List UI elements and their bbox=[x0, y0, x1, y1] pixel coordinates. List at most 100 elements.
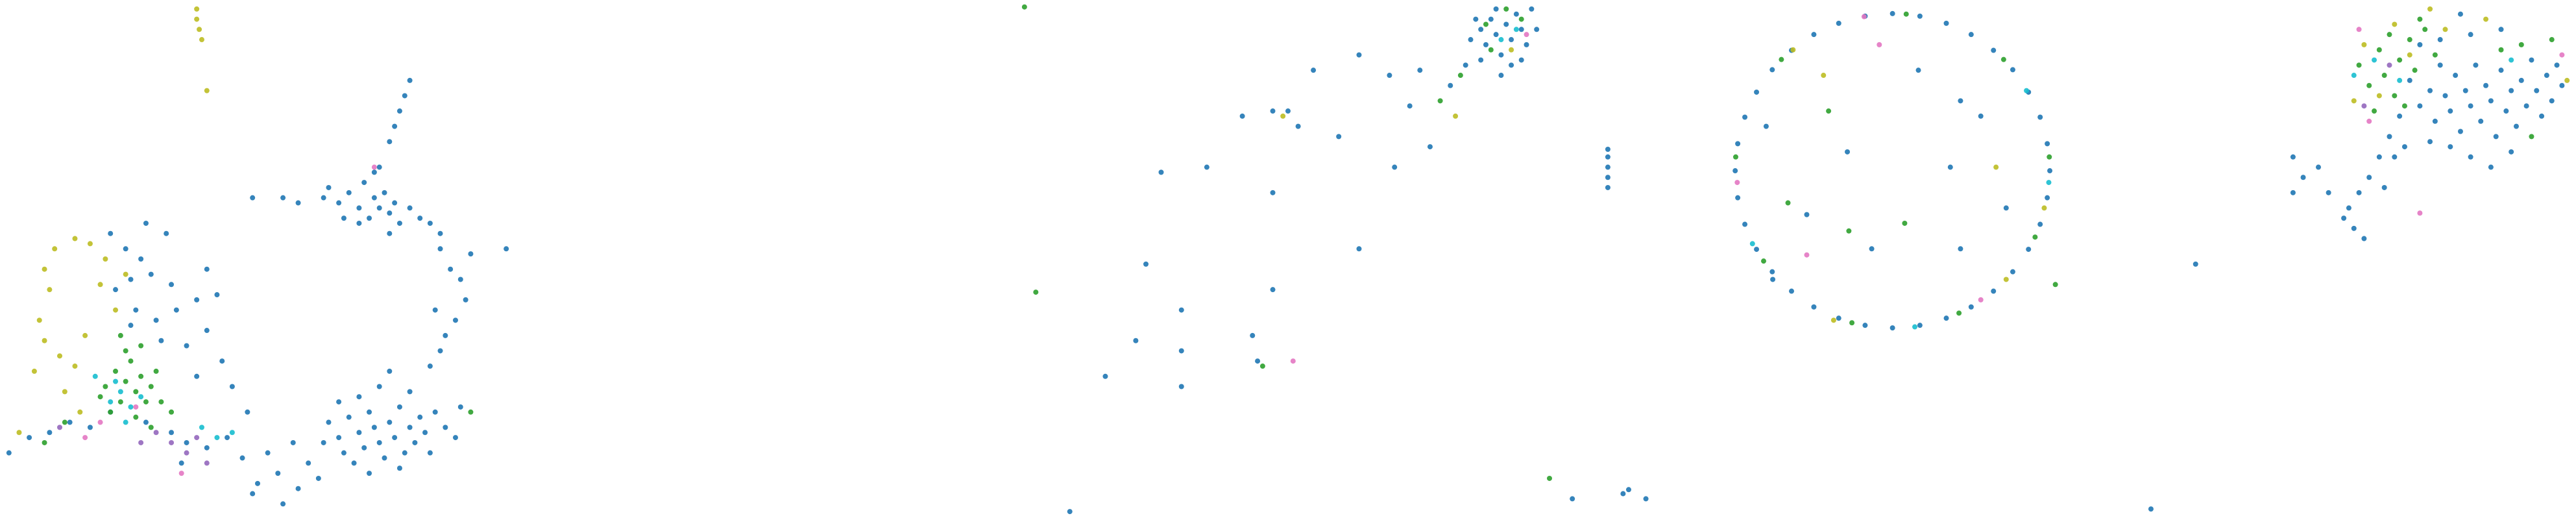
scatter-point bbox=[1732, 168, 1738, 174]
scatter-point bbox=[2372, 57, 2377, 63]
scatter-point bbox=[1178, 307, 1184, 313]
scatter-point bbox=[2407, 52, 2412, 58]
scatter-point bbox=[443, 425, 448, 430]
scatter-point bbox=[153, 430, 159, 436]
scatter-point bbox=[326, 419, 332, 425]
scatter-point bbox=[2397, 57, 2403, 63]
scatter-point bbox=[113, 287, 119, 293]
scatter-point bbox=[87, 241, 93, 247]
scatter-point bbox=[504, 246, 509, 252]
scatter-point bbox=[457, 404, 463, 410]
scatter-point bbox=[2407, 37, 2412, 43]
scatter-point bbox=[1239, 113, 1245, 119]
scatter-point bbox=[229, 384, 235, 389]
scatter-point bbox=[2483, 16, 2489, 22]
scatter-point bbox=[452, 317, 458, 323]
scatter-point bbox=[412, 439, 418, 445]
scatter-point bbox=[2351, 225, 2357, 231]
scatter-point bbox=[42, 439, 47, 445]
scatter-point bbox=[1270, 108, 1276, 114]
scatter-point bbox=[1270, 190, 1276, 195]
scatter-point bbox=[427, 364, 433, 369]
scatter-point bbox=[387, 230, 393, 236]
scatter-point bbox=[153, 368, 159, 374]
scatter-point bbox=[376, 384, 382, 389]
scatter-point bbox=[128, 323, 134, 328]
scatter-point bbox=[1468, 37, 1474, 43]
scatter-point bbox=[1830, 317, 1836, 323]
scatter-point bbox=[2427, 6, 2433, 12]
scatter-point bbox=[158, 399, 164, 405]
scatter-point bbox=[239, 455, 245, 461]
scatter-point bbox=[275, 471, 281, 476]
scatter-point bbox=[1877, 42, 1882, 47]
scatter-point bbox=[2442, 93, 2448, 99]
scatter-point bbox=[2432, 52, 2438, 58]
scatter-point bbox=[2427, 139, 2433, 145]
scatter-point bbox=[2564, 77, 2570, 83]
scatter-point bbox=[2498, 27, 2504, 32]
scatter-point bbox=[2448, 108, 2453, 114]
scatter-point bbox=[1178, 348, 1184, 354]
scatter-point bbox=[2437, 37, 2443, 43]
scatter-point bbox=[133, 404, 139, 410]
scatter-point bbox=[1488, 47, 1494, 53]
scatter-point bbox=[169, 409, 175, 415]
scatter-point bbox=[1993, 164, 1999, 170]
scatter-point bbox=[1270, 287, 1276, 293]
scatter-point bbox=[1513, 11, 1519, 17]
scatter-point bbox=[2509, 57, 2514, 63]
scatter-point bbox=[2488, 98, 2494, 104]
scatter-point bbox=[1493, 6, 1499, 12]
scatter-point bbox=[417, 414, 423, 420]
scatter-point bbox=[1387, 73, 1392, 79]
scatter-point bbox=[2000, 56, 2006, 62]
scatter-point bbox=[356, 394, 362, 400]
scatter-point bbox=[117, 399, 123, 405]
scatter-point bbox=[1917, 323, 1923, 328]
scatter-point bbox=[290, 439, 296, 445]
scatter-point bbox=[2387, 62, 2392, 68]
scatter-point bbox=[108, 409, 114, 415]
scatter-point bbox=[1903, 11, 1909, 17]
scatter-point bbox=[341, 216, 346, 221]
scatter-point bbox=[387, 210, 393, 216]
scatter-point bbox=[1509, 62, 1514, 68]
scatter-point bbox=[77, 409, 83, 415]
scatter-point bbox=[97, 394, 103, 400]
scatter-point bbox=[1392, 164, 1398, 170]
scatter-point bbox=[468, 251, 474, 257]
scatter-point bbox=[1958, 246, 1963, 252]
scatter-point bbox=[432, 409, 438, 415]
scatter-point bbox=[2387, 32, 2392, 38]
scatter-point bbox=[295, 200, 301, 206]
scatter-point bbox=[2457, 11, 2463, 17]
scatter-point bbox=[448, 266, 454, 272]
scatter-point bbox=[225, 435, 230, 441]
scatter-point bbox=[16, 430, 22, 436]
scatter-point bbox=[204, 328, 210, 334]
scatter-point bbox=[2041, 205, 2047, 211]
scatter-point bbox=[387, 368, 393, 374]
scatter-point bbox=[204, 460, 210, 466]
scatter-point bbox=[204, 266, 210, 272]
scatter-point bbox=[153, 317, 159, 323]
scatter-point bbox=[396, 220, 402, 226]
scatter-point bbox=[1488, 16, 1494, 22]
scatter-point bbox=[1067, 509, 1073, 515]
scatter-point bbox=[2361, 236, 2367, 241]
scatter-point bbox=[351, 460, 357, 466]
scatter-point bbox=[143, 399, 149, 405]
scatter-point bbox=[2401, 144, 2407, 150]
scatter-point bbox=[1836, 315, 1841, 321]
scatter-point bbox=[361, 180, 367, 186]
scatter-point bbox=[1280, 113, 1286, 119]
scatter-point bbox=[1407, 103, 1413, 109]
scatter-point bbox=[295, 486, 301, 491]
scatter-point bbox=[432, 307, 438, 313]
scatter-point bbox=[367, 216, 372, 221]
scatter-point bbox=[113, 378, 119, 384]
scatter-point bbox=[1826, 108, 1832, 114]
scatter-point bbox=[1991, 288, 1997, 294]
